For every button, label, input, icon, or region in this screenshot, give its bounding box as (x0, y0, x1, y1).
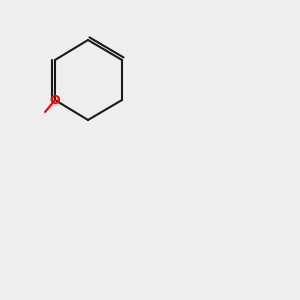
Text: O: O (50, 94, 60, 106)
